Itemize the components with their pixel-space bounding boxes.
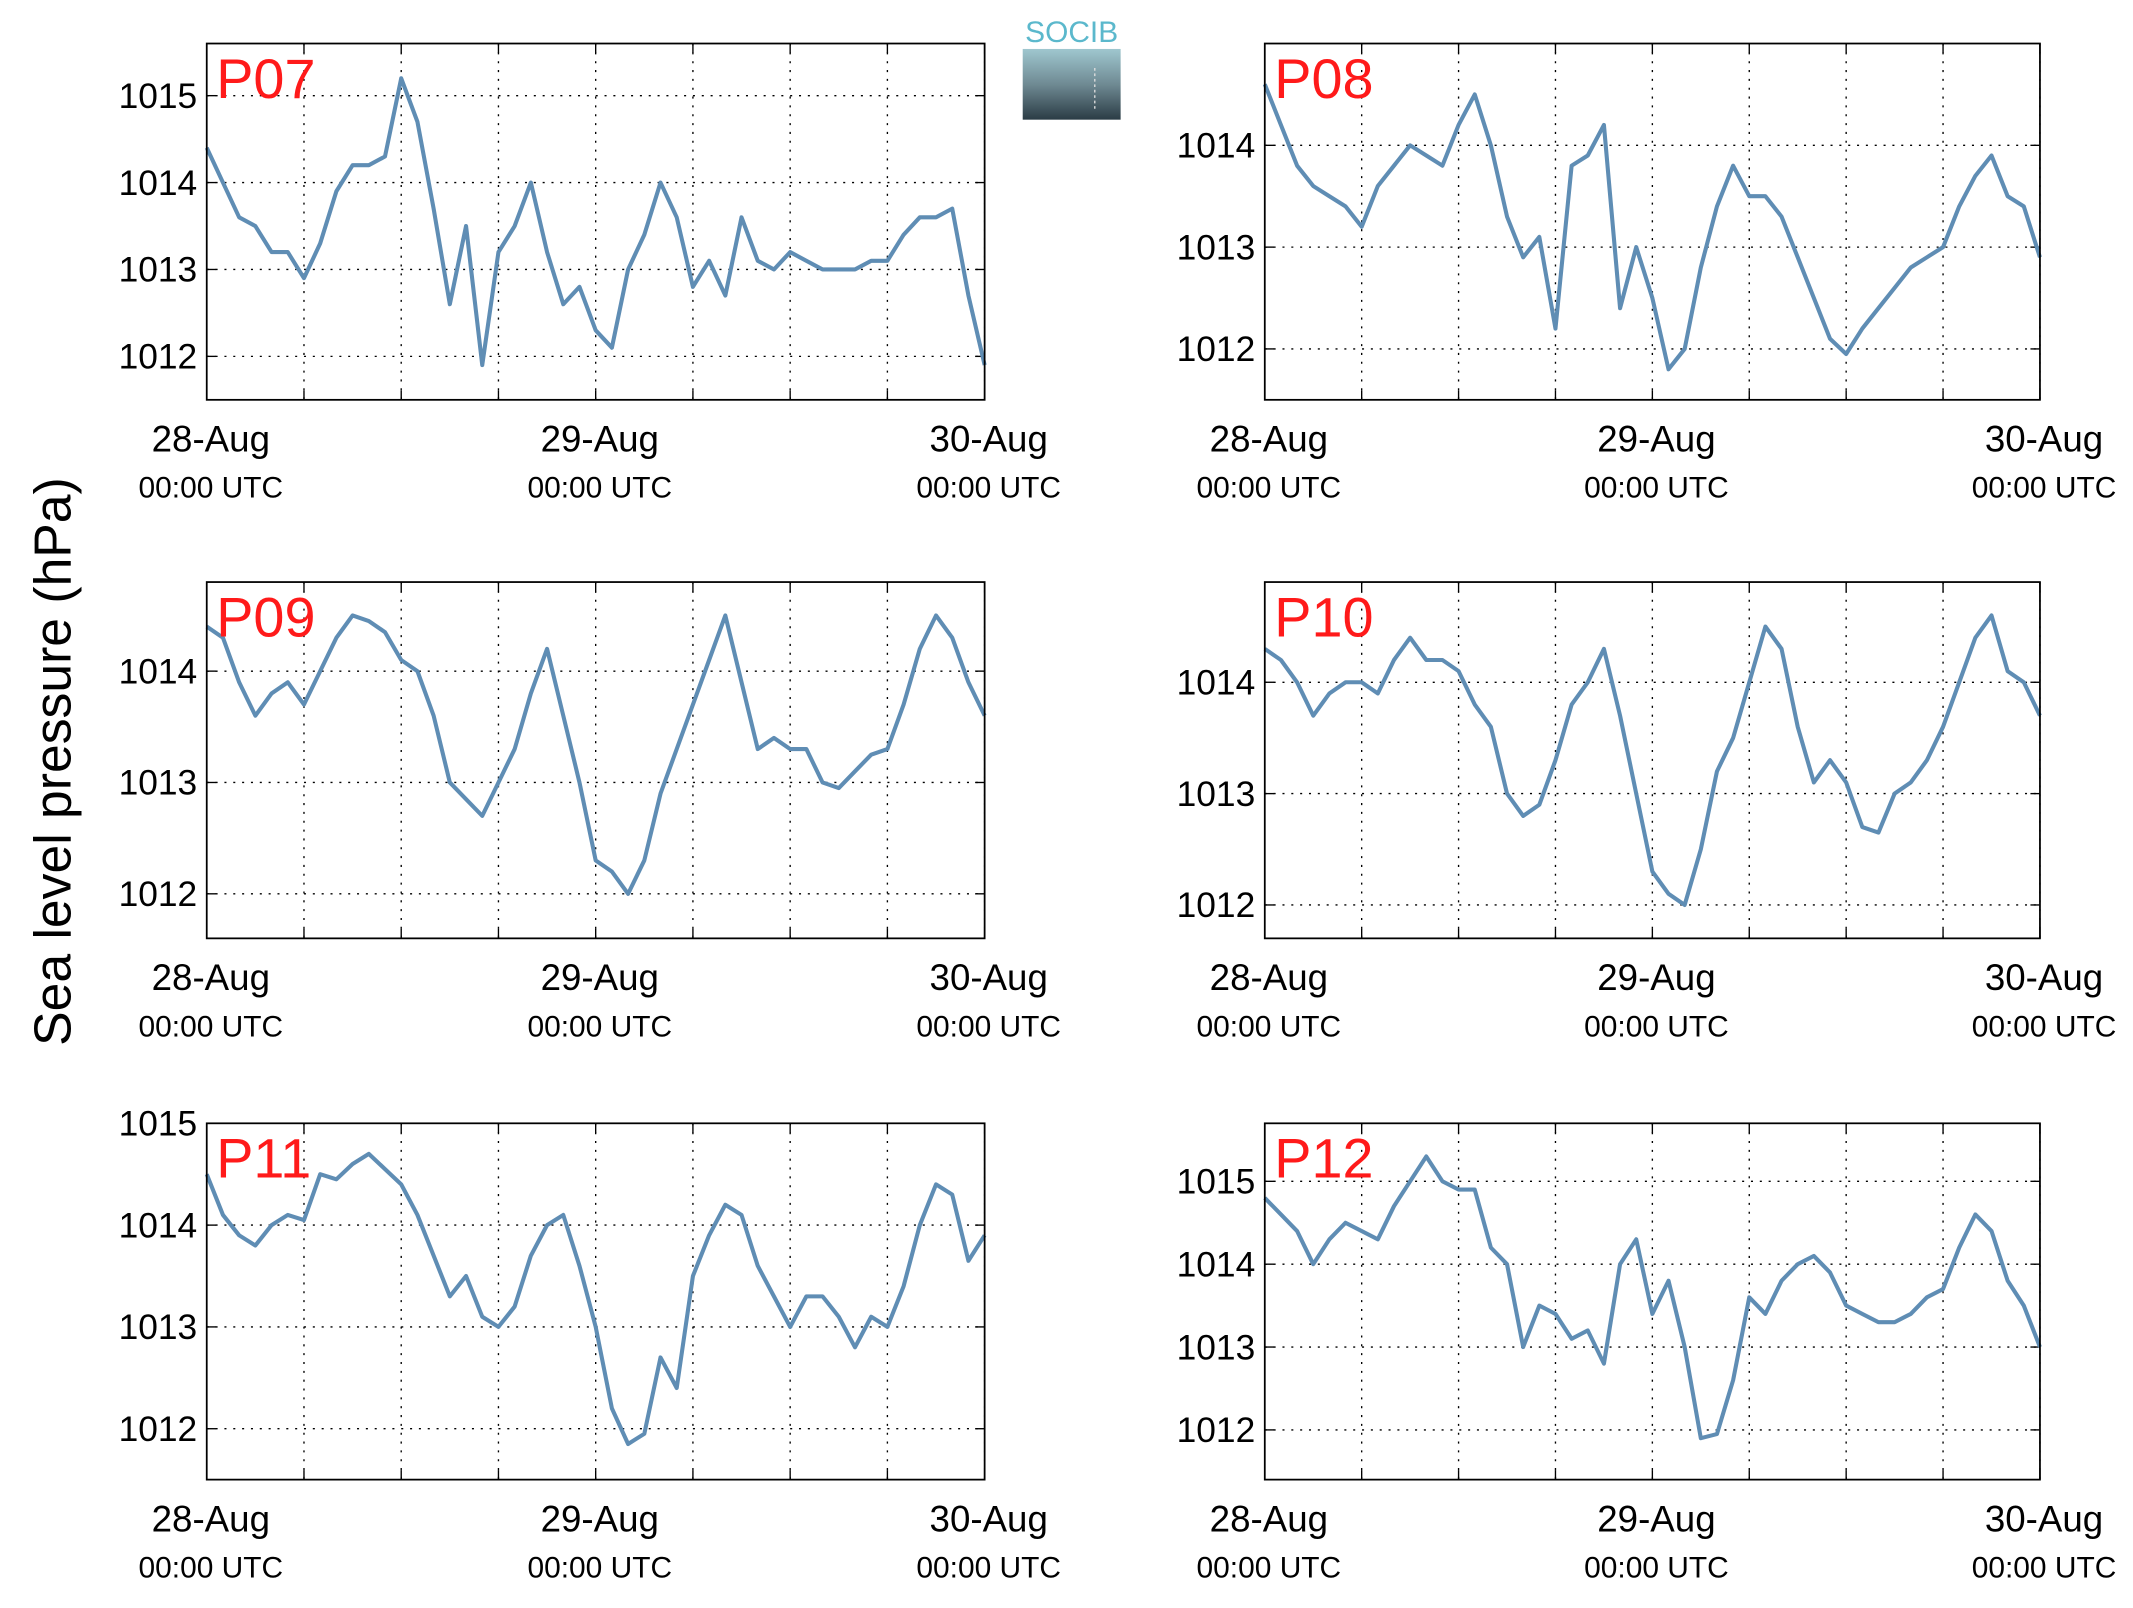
y-tick-label: 1013	[119, 1308, 198, 1347]
x-tick-label: 00:00 UTC	[139, 1010, 284, 1043]
subplot: 1012 1013 1014 1015 28-Aug 00:00 UTC 29-Aug 00:…	[119, 42, 1061, 505]
x-tick-label: 00:00 UTC	[1972, 1010, 2117, 1043]
subplot-title: P07	[216, 48, 315, 110]
x-tick-label: 00:00 UTC	[916, 1552, 1061, 1585]
y-tick-label: 1012	[119, 338, 198, 377]
y-tick-label: 1012	[119, 875, 198, 914]
plot-frame	[205, 42, 986, 401]
x-tick-label: 00:00 UTC	[1972, 472, 2117, 505]
y-tick-label: 1014	[119, 164, 198, 203]
y-tick-label: 1014	[1177, 127, 1256, 166]
x-tick-label: 00:00 UTC	[1197, 1010, 1342, 1043]
y-tick-label: 1012	[1177, 1411, 1256, 1450]
logo-text: SOCIB	[1025, 16, 1118, 49]
x-tick-label: 00:00 UTC	[1197, 472, 1342, 505]
subplot: 1012 1013 1014 28-Aug 00:00 UTC 29-Aug 00:00 U…	[1177, 42, 2117, 505]
y-tick-label: 1013	[119, 764, 198, 803]
x-tick-label: 28-Aug	[152, 419, 270, 460]
subplot-title: P11	[216, 1128, 311, 1190]
x-tick-label: 29-Aug	[1597, 1498, 1715, 1539]
x-tick-label: 29-Aug	[541, 957, 659, 998]
x-tick-label: 29-Aug	[541, 419, 659, 460]
x-tick-label: 30-Aug	[930, 957, 1048, 998]
x-tick-label: 00:00 UTC	[1584, 472, 1729, 505]
y-axis-label: Sea level pressure (hPa)	[24, 477, 82, 1046]
y-tick-label: 1014	[1177, 664, 1256, 703]
line	[204, 76, 987, 368]
y-tick-label: 1013	[1177, 1328, 1256, 1367]
x-tick-label: 30-Aug	[1985, 1498, 2103, 1539]
x-tick-label: 28-Aug	[152, 1498, 270, 1539]
plot-frame	[1263, 42, 2041, 401]
y-tick-label: 1013	[119, 251, 198, 290]
x-tick-label: 00:00 UTC	[1972, 1552, 2117, 1585]
plot-frame	[205, 1122, 986, 1481]
x-tick-label: 00:00 UTC	[1584, 1010, 1729, 1043]
x-tick-label: 00:00 UTC	[916, 1010, 1061, 1043]
plot-frame	[1263, 1122, 2041, 1481]
y-tick-label: 1015	[119, 77, 198, 116]
x-tick-label: 28-Aug	[1210, 957, 1328, 998]
x-tick-label: 00:00 UTC	[1197, 1552, 1342, 1585]
y-tick-label: 1015	[119, 1105, 198, 1144]
x-tick-label: 30-Aug	[930, 419, 1048, 460]
x-tick-label: 00:00 UTC	[527, 1010, 672, 1043]
plot-frame	[205, 581, 986, 940]
y-tick-label: 1012	[1177, 886, 1256, 925]
x-tick-label: 00:00 UTC	[139, 472, 284, 505]
x-tick-label: 00:00 UTC	[916, 472, 1061, 505]
y-tick-label: 1014	[1177, 1245, 1256, 1284]
subplot-title: P09	[216, 586, 315, 648]
subplot: 1012 1013 1014 28-Aug 00:00 UTC 29-Aug 00:00 U…	[1177, 581, 2117, 1043]
y-tick-label: 1013	[1177, 228, 1256, 267]
subplot: 1012 1013 1014 28-Aug 00:00 UTC 29-Aug 00:00 U…	[119, 581, 1061, 1043]
y-tick-label: 1012	[119, 1410, 198, 1449]
subplot-title: P10	[1274, 586, 1373, 648]
line	[205, 613, 987, 896]
x-tick-label: 29-Aug	[1597, 419, 1715, 460]
y-tick-label: 1014	[119, 1206, 198, 1245]
logo-box	[1022, 48, 1121, 120]
x-tick-label: 28-Aug	[1210, 419, 1328, 460]
line	[1263, 1154, 2042, 1441]
logo: SOCIB	[1022, 16, 1121, 120]
y-tick-label: 1015	[1177, 1163, 1256, 1202]
x-tick-label: 00:00 UTC	[1584, 1552, 1729, 1585]
subplot-title: P08	[1274, 48, 1373, 110]
subplot-title: P12	[1274, 1128, 1373, 1190]
x-tick-label: 28-Aug	[152, 957, 270, 998]
x-tick-label: 00:00 UTC	[139, 1552, 284, 1585]
plot-frame	[1263, 581, 2041, 940]
y-tick-label: 1012	[1177, 330, 1256, 369]
y-tick-label: 1013	[1177, 775, 1256, 814]
x-tick-label: 00:00 UTC	[527, 1552, 672, 1585]
x-tick-label: 00:00 UTC	[527, 472, 672, 505]
line	[204, 1151, 987, 1447]
y-tick-label: 1014	[119, 652, 198, 691]
x-tick-label: 29-Aug	[541, 1498, 659, 1539]
line	[1262, 83, 2042, 372]
x-tick-label: 30-Aug	[1985, 419, 2103, 460]
subplot: 1012 1013 1014 1015 28-Aug 00:00 UTC 29-Aug 00:…	[119, 1105, 1061, 1585]
x-tick-label: 30-Aug	[1985, 957, 2103, 998]
subplot: 1012 1013 1014 1015 28-Aug 00:00 UTC 29-Aug 00:…	[1177, 1122, 2117, 1585]
line	[1263, 613, 2042, 908]
x-tick-label: 28-Aug	[1210, 1498, 1328, 1539]
x-tick-label: 30-Aug	[930, 1498, 1048, 1539]
x-tick-label: 29-Aug	[1597, 957, 1715, 998]
